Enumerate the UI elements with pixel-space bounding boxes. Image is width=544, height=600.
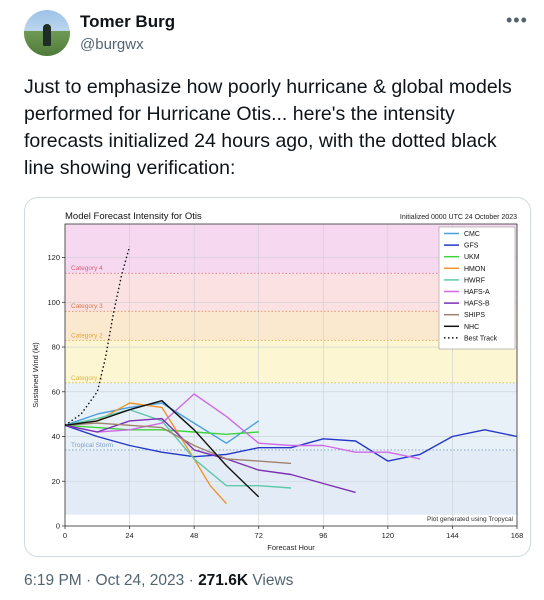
y-tick-label: 120 [47,253,60,262]
legend-entry: GFS [464,243,479,250]
legend-entry: HAFS-B [464,301,490,308]
series-line-gfs [64,424,518,462]
threshold-label: Category 3 [71,303,103,310]
threshold-label: Category 4 [71,265,103,272]
threshold-label: Tropical Storm [71,442,113,449]
views-label: Views [248,572,294,589]
chart-subtitle: Initialized 0000 UTC 24 October 2023 [400,214,517,221]
tweet-meta: 6:19 PM · Oct 24, 2023 · 271.6K Views [24,572,293,590]
legend-entry: Best Track [464,335,498,342]
x-tick-label: 144 [446,531,459,540]
legend-entry: HAFS-A [464,289,490,296]
plot-frame [64,223,518,527]
legend-entry: SHIPS [464,312,485,319]
y-tick-label: 80 [52,343,60,352]
intensity-chart: Tropical Storm Category 1 Category 2 Catego… [31,211,524,552]
series-line-ukm [64,424,259,436]
x-tick-label: 120 [382,531,395,540]
legend-entry: CMC [464,231,480,238]
y-axis-label: Sustained Wind (kt) [31,342,40,408]
chart-title: Model Forecast Intensity for Otis [65,211,202,222]
avatar[interactable] [24,10,70,56]
y-tick-label: 60 [52,387,60,396]
tweet-time[interactable]: 6:19 PM [24,572,82,589]
y-tick-label: 40 [52,432,60,441]
legend-box [438,226,516,350]
series-line-ships [64,422,292,465]
avatar-figure [43,24,51,46]
threshold-label: Category 2 [71,332,103,339]
x-tick-label: 168 [511,531,524,540]
y-tick-label: 0 [56,522,60,531]
more-icon[interactable]: ••• [506,10,528,30]
series-line-nhc [64,399,260,498]
tweet-text: Just to emphasize how poorly hurricane &… [24,76,512,179]
author-handle[interactable]: @burgwx [80,36,144,53]
legend-entry: HMON [464,266,485,273]
series-line-hwrf [64,408,292,489]
x-axis-label: Forecast Hour [267,543,315,552]
threshold-label: Category 1 [71,375,103,382]
author-name[interactable]: Tomer Burg [80,12,176,31]
x-tick-label: 72 [255,531,263,540]
media-card[interactable]: Tropical Storm Category 1 Category 2 Catego… [24,197,531,557]
meta-separator: · [81,572,96,589]
y-tick-label: 20 [52,477,60,486]
intensity-band [65,514,517,526]
legend-entry: HWRF [464,277,485,284]
chart-footer: Plot generated using Tropycal [427,516,514,523]
views-count: 271.6K [198,572,249,589]
legend-entry: UKM [464,254,480,261]
intensity-band [65,449,517,515]
intensity-band [65,382,517,450]
tweet-date[interactable]: Oct 24, 2023 [95,572,185,589]
x-tick-label: 0 [63,531,67,540]
series-line-cmc [64,402,260,444]
y-tick-label: 100 [47,298,60,307]
x-tick-label: 24 [125,531,133,540]
series-line-hafs-a [64,393,421,460]
meta-separator: · [184,572,199,589]
x-tick-label: 48 [190,531,198,540]
legend-entry: NHC [464,324,479,331]
x-tick-label: 96 [319,531,327,540]
series-line-hafs-b [64,417,356,494]
